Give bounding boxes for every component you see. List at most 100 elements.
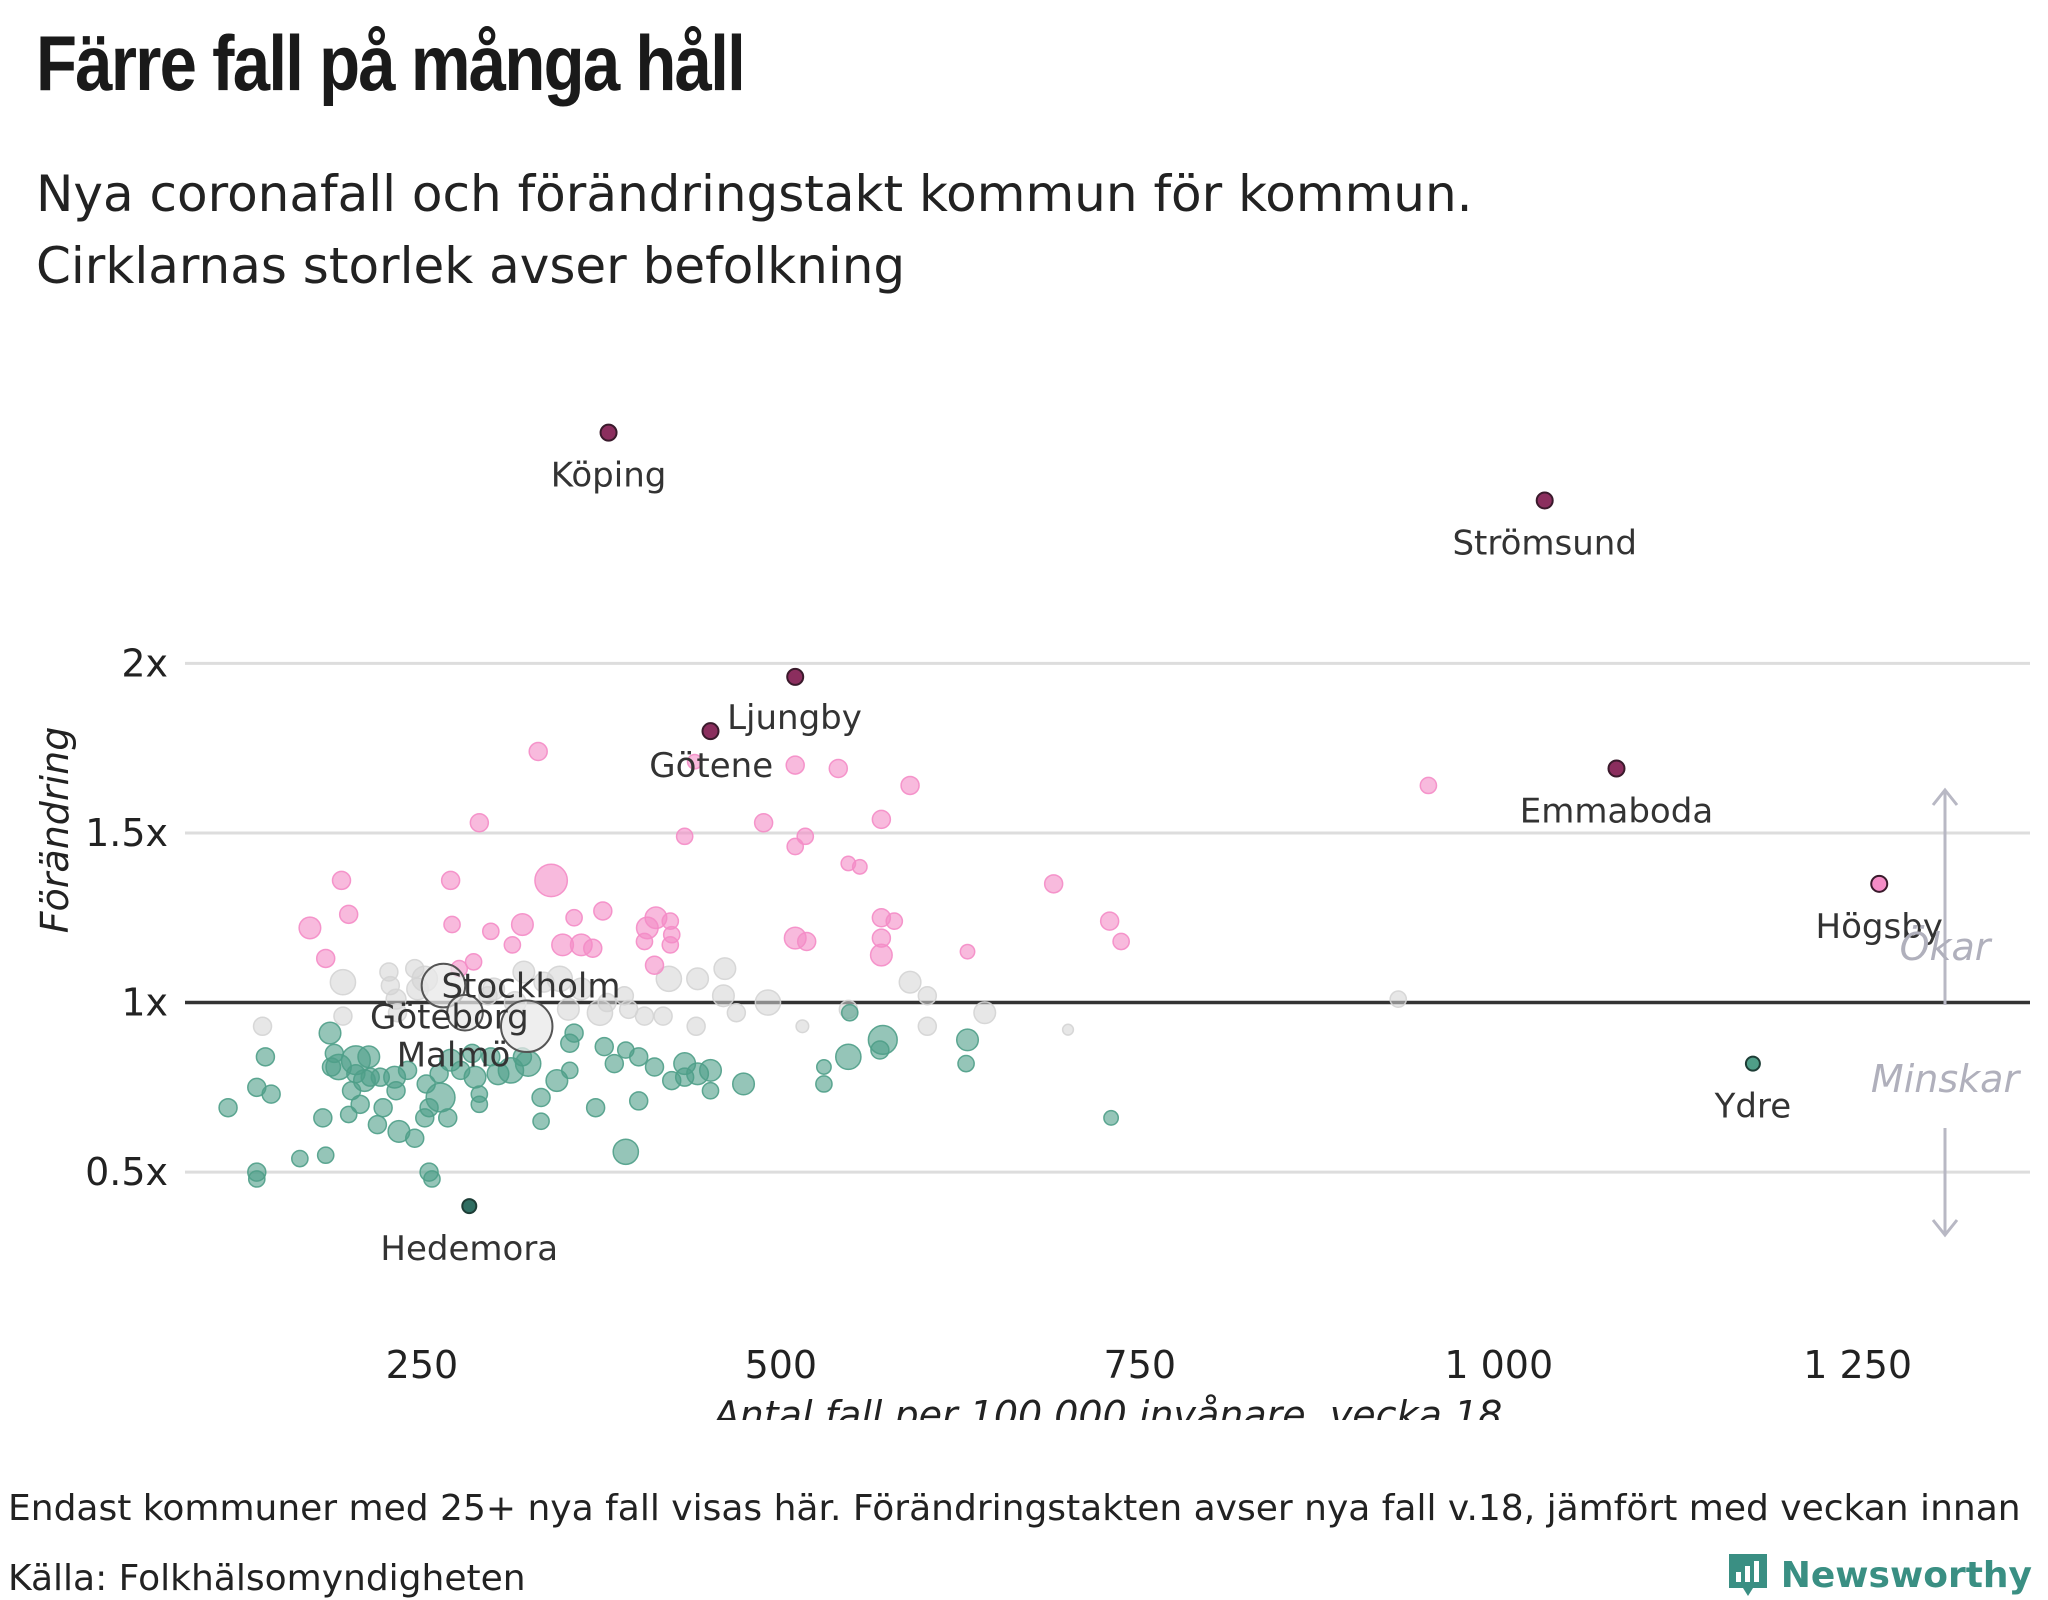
point-decrease <box>701 1081 720 1100</box>
point-neutral <box>533 971 555 993</box>
point-decrease <box>698 1058 723 1082</box>
point-increase <box>1112 932 1130 951</box>
source-note: Källa: Folkhälsomyndigheten <box>8 1558 526 1599</box>
point-neutral <box>512 960 536 984</box>
point-increase <box>635 932 654 951</box>
point-decrease <box>532 1112 550 1131</box>
brand-logo: Newsworthy <box>1725 1550 2032 1600</box>
point-neutral <box>711 984 735 1008</box>
point-decrease <box>628 1047 649 1067</box>
highlight-point <box>599 423 618 442</box>
y-axis-label: Förändring <box>33 727 77 934</box>
point-neutral <box>655 965 683 993</box>
scatter-chart: 0.5x 1x 1.5x 2x 250 500 750 1 000 1 250 Köping S… <box>33 423 2030 1420</box>
point-increase <box>469 813 490 833</box>
highlight-point <box>1744 1055 1761 1072</box>
point-increase <box>851 858 868 875</box>
point-neutral <box>917 986 938 1006</box>
point-neutral <box>482 977 506 1001</box>
point-neutral <box>713 957 737 981</box>
point-increase <box>796 827 815 846</box>
point-increase <box>828 758 849 779</box>
point-neutral <box>385 988 407 1010</box>
point-label: Götene <box>649 746 773 786</box>
point-neutral <box>252 1016 273 1037</box>
brand-name: Newsworthy <box>1780 1554 2032 1596</box>
point-decrease <box>423 1170 441 1188</box>
point-increase <box>315 948 336 969</box>
point-increase <box>510 912 534 937</box>
point-neutral <box>898 970 922 994</box>
point-neutral <box>653 1006 673 1026</box>
point-decrease <box>560 1061 579 1080</box>
down-arrowhead-icon <box>1931 1219 1959 1238</box>
subtitle-line-1: Nya coronafall och förändringstakt kommu… <box>36 165 1473 223</box>
point-increase <box>785 755 805 775</box>
point-increase <box>503 936 522 954</box>
x-tick-label: 750 <box>1104 1343 1177 1387</box>
highlight-point <box>461 1198 478 1215</box>
highlight-point <box>1535 491 1554 510</box>
point-increase <box>443 915 461 934</box>
highlight-point <box>1870 874 1889 893</box>
point-increase <box>338 904 359 925</box>
up-arrowhead-icon <box>1931 787 1959 806</box>
x-tick-label: 1 000 <box>1444 1343 1553 1387</box>
highlighted-points <box>420 423 1889 1215</box>
point-label: Hedemora <box>380 1229 558 1269</box>
point-decrease <box>425 1082 456 1113</box>
point-neutral <box>569 977 593 1001</box>
point-decrease <box>316 1146 335 1165</box>
increase-annotation: Ökar <box>1900 925 1993 969</box>
point-decrease <box>291 1149 309 1168</box>
point-increase <box>900 775 920 796</box>
point-neutral <box>686 1016 706 1037</box>
point-cloud <box>218 741 1438 1188</box>
point-decrease <box>313 1108 333 1128</box>
point-decrease <box>957 1054 975 1073</box>
point-neutral <box>1389 990 1408 1009</box>
point-decrease <box>339 1105 358 1124</box>
point-decrease <box>815 1059 832 1075</box>
newsworthy-logo-icon <box>1728 1554 1767 1596</box>
point-label: Stockholm <box>441 967 620 1007</box>
point-increase <box>661 936 680 954</box>
point-decrease <box>840 1003 859 1022</box>
highlight-point <box>499 999 554 1054</box>
point-increase <box>481 922 500 941</box>
point-decrease <box>357 1045 381 1069</box>
y-tick-label: 1x <box>121 981 168 1025</box>
point-decrease <box>350 1094 370 1115</box>
y-tick-label: 1.5x <box>85 811 168 855</box>
point-neutral <box>329 968 357 996</box>
point-decrease <box>594 1036 615 1057</box>
point-increase <box>1043 874 1064 894</box>
point-increase <box>565 908 583 927</box>
point-decrease <box>514 1050 542 1077</box>
point-decrease <box>318 1021 342 1045</box>
point-increase <box>298 916 322 940</box>
point-decrease <box>404 1128 425 1148</box>
point-increase <box>871 809 892 830</box>
point-increase <box>464 952 483 971</box>
point-decrease <box>261 1084 281 1104</box>
point-increase <box>796 931 817 952</box>
point-neutral <box>333 1006 353 1026</box>
point-decrease <box>834 1043 862 1071</box>
point-increase <box>753 813 774 833</box>
point-decrease <box>462 1043 482 1064</box>
point-decrease <box>341 1080 362 1101</box>
direction-annotations: Ökar Minskar <box>1871 787 2021 1238</box>
highlight-point <box>420 962 467 1009</box>
point-increase <box>1099 911 1120 931</box>
subtitle-line-2: Cirklarnas storlek avser befolkning <box>36 237 906 295</box>
point-label: Göteborg <box>370 998 529 1038</box>
chart-subtitle: Nya coronafall och förändringstakt kommu… <box>36 158 1473 302</box>
point-decrease <box>247 1170 266 1188</box>
point-decrease <box>255 1047 276 1067</box>
point-decrease <box>731 1072 756 1096</box>
point-increase <box>528 741 548 762</box>
point-neutral <box>597 992 617 1013</box>
point-increase <box>331 870 352 891</box>
point-neutral <box>726 1002 747 1023</box>
